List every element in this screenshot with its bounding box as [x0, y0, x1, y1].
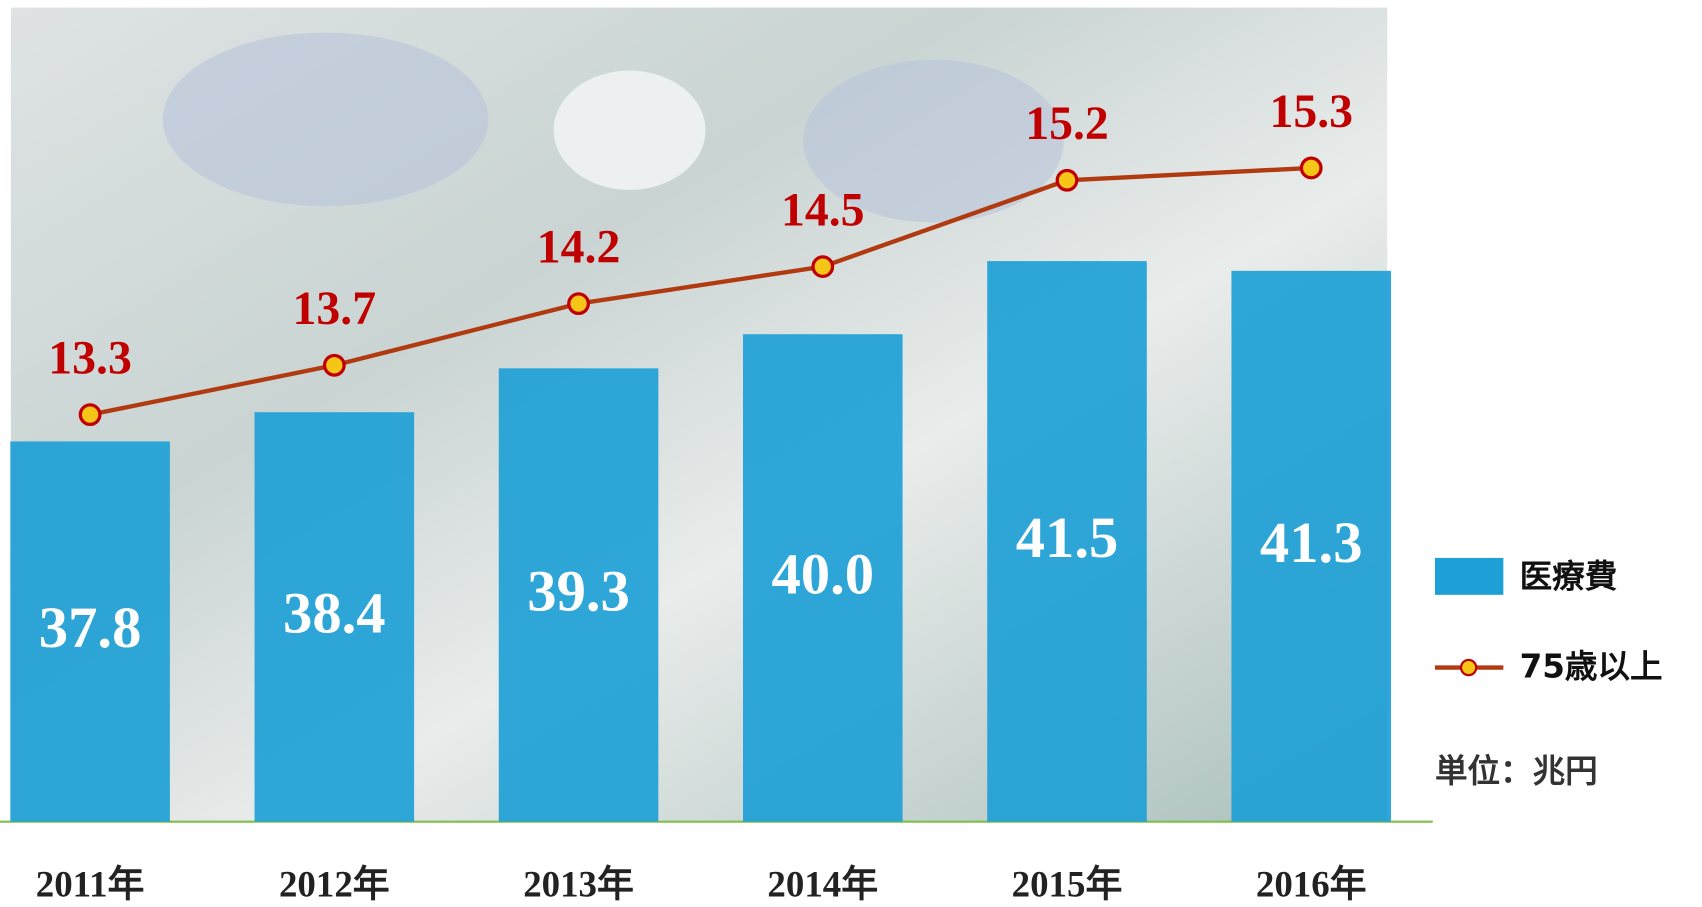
bar-value-label: 41.3: [1260, 510, 1363, 575]
photo-cap: [163, 33, 489, 207]
x-tick-label: 2016年: [1256, 863, 1367, 904]
chart: 2011年 2012年 2013年 2014年 2015年 2016年 37.8 38.4 39…: [0, 0, 1702, 907]
photo-lamp: [554, 71, 706, 190]
line-point: [1057, 171, 1077, 191]
bar-value-label: 37.8: [39, 595, 142, 660]
legend-marker: [1461, 660, 1476, 675]
bar-value-label: 40.0: [771, 542, 874, 607]
line-point: [1301, 158, 1321, 178]
bar-value-label: 41.5: [1016, 505, 1119, 570]
line-value-label: 15.3: [1269, 85, 1353, 138]
page: 2011年 2012年 2013年 2014年 2015年 2016年 37.8 38.4 39…: [0, 0, 1702, 907]
line-point: [325, 356, 345, 376]
bar-value-label: 38.4: [283, 581, 386, 646]
unit-note: 単位：兆円: [1435, 752, 1598, 790]
x-tick-label: 2015年: [1012, 863, 1123, 904]
line-point: [569, 294, 589, 314]
legend-swatch: [1435, 558, 1503, 595]
x-tick-label: 2013年: [523, 863, 634, 904]
line-value-label: 14.2: [537, 220, 621, 273]
legend-label: 医療費: [1520, 558, 1618, 596]
x-tick-label: 2011年: [36, 863, 145, 904]
line-value-label: 14.5: [781, 183, 865, 236]
line-value-label: 13.7: [293, 282, 377, 335]
legend-label: 75歳以上: [1520, 648, 1663, 686]
x-tick-label: 2012年: [279, 863, 390, 904]
line-value-label: 15.2: [1025, 97, 1109, 150]
x-tick-label: 2014年: [767, 863, 878, 904]
line-point: [80, 405, 100, 425]
line-value-label: 13.3: [48, 331, 132, 384]
line-point: [813, 257, 833, 277]
bar-value-label: 39.3: [527, 559, 630, 624]
